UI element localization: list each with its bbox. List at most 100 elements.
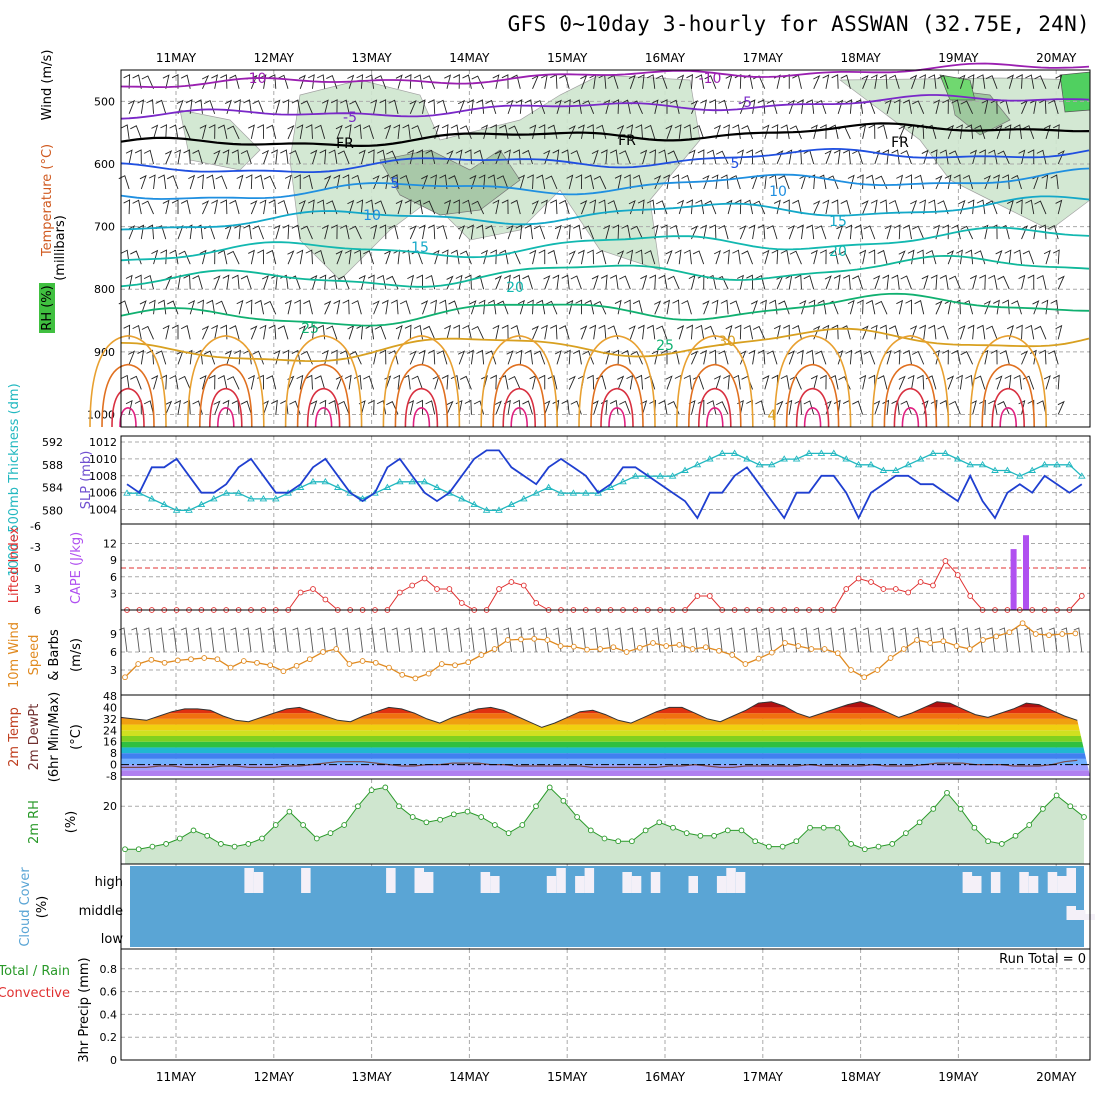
wind-barb xyxy=(985,200,998,215)
wind-speed-series-point xyxy=(966,646,973,652)
wind-barb xyxy=(155,350,167,365)
wind-barb xyxy=(174,399,181,415)
thickness-series-point xyxy=(941,449,950,456)
wind-barb xyxy=(123,74,131,89)
wind-barb xyxy=(291,99,301,114)
lifted-index-series-point xyxy=(855,575,862,582)
wind-barb xyxy=(956,124,963,139)
thickness-series-point xyxy=(569,489,578,496)
wind-barb xyxy=(1020,225,1028,240)
wind-barb xyxy=(900,150,912,165)
wind-barb xyxy=(617,250,625,265)
rh2m-series-point xyxy=(327,830,334,836)
wind-barb xyxy=(211,74,218,89)
lifted-index-series-point xyxy=(421,575,428,582)
rh2m-series-point xyxy=(916,819,923,826)
surface-wind-barb xyxy=(1011,627,1021,653)
rh2m-series-point xyxy=(533,803,539,810)
wind-speed-series-point xyxy=(953,643,960,649)
wind10m-ylabel-4: (m/s) xyxy=(69,638,84,672)
boundary-layer-contour xyxy=(111,387,145,428)
cloud-block xyxy=(386,868,396,893)
cape-ylabel: CAPE (J/kg) xyxy=(69,532,84,604)
rh2m-series-point xyxy=(176,835,183,842)
wind-barb xyxy=(554,224,562,240)
wind-barb xyxy=(750,300,758,315)
wind-barb xyxy=(370,99,378,114)
wind-barb xyxy=(773,324,781,340)
wind-barb xyxy=(513,274,521,290)
thickness-series-point xyxy=(631,472,640,479)
wind-barb xyxy=(658,149,668,165)
wind-barb xyxy=(515,99,523,114)
thickness-series xyxy=(127,452,1083,511)
wind-barb xyxy=(1018,149,1026,165)
wind-barb xyxy=(888,200,900,215)
thickness-series-point xyxy=(507,500,516,508)
wind-barb xyxy=(637,74,645,89)
wind-barb xyxy=(1013,249,1022,265)
wind-barb xyxy=(220,324,228,340)
surface-wind-barb xyxy=(763,627,773,653)
contour-label: 30 xyxy=(718,334,736,350)
wind-barb xyxy=(229,325,240,340)
wind-barb xyxy=(344,124,352,139)
rh2m-series-point xyxy=(190,827,197,834)
wind-barb xyxy=(178,375,191,390)
wind-barb xyxy=(626,124,634,139)
wind-barb xyxy=(381,299,389,315)
wind-barb xyxy=(1004,124,1012,139)
wind-barb xyxy=(882,399,890,415)
wind-barb xyxy=(1022,375,1035,390)
rh2m-series-point xyxy=(656,819,663,826)
boundary-layer-contour xyxy=(999,406,1017,428)
wind-barb xyxy=(531,325,539,340)
wind-barb xyxy=(713,249,721,265)
wind-barb xyxy=(1050,174,1059,190)
surface-wind-barbs xyxy=(118,627,1083,653)
thickness-series-point xyxy=(842,455,850,462)
temperature-band xyxy=(121,707,1090,714)
wind-barb xyxy=(303,174,313,190)
wind-barb xyxy=(589,199,597,215)
thickness-tick-label: 584 xyxy=(42,482,63,495)
wind-speed-series-point xyxy=(729,652,736,658)
wind-barb xyxy=(570,275,582,290)
temperature-band xyxy=(121,770,1090,776)
wind-barb xyxy=(723,124,730,139)
surface-wind-barb xyxy=(131,627,140,653)
top-date-label: 13MAY xyxy=(351,51,392,65)
wind-speed-series-point xyxy=(188,656,194,663)
rh2m-ylabel: 2m RH xyxy=(27,800,42,844)
wind-barb xyxy=(326,74,338,89)
rh2m-series-point xyxy=(615,838,622,845)
contour-label: 25 xyxy=(301,321,319,337)
bottom-date-label: 17MAY xyxy=(743,1070,784,1084)
wind-barb xyxy=(803,149,815,165)
wind-barb xyxy=(284,299,292,315)
rh2m-series-point xyxy=(149,843,156,850)
temperature-band xyxy=(121,753,1090,759)
wind-barb xyxy=(326,325,338,340)
thickness-series-point xyxy=(123,489,131,496)
boundary-layer-contour xyxy=(676,334,754,428)
wind-tick-label: 6 xyxy=(110,646,117,659)
contour-label: 4 xyxy=(768,408,777,424)
precip-tick-label: 0.4 xyxy=(100,1008,118,1021)
wind-barb xyxy=(411,125,423,140)
wind-barb xyxy=(240,400,252,415)
wind-barb xyxy=(211,199,218,215)
wind-barb xyxy=(137,349,145,365)
wind-barb xyxy=(533,350,546,365)
rh2m-series-point xyxy=(231,843,238,850)
wind-speed-series-point xyxy=(438,661,445,667)
rh2m-series-point xyxy=(478,814,485,820)
wind-barb xyxy=(141,200,154,215)
cloud-block xyxy=(716,876,727,893)
precip-tick-label: 0.8 xyxy=(100,963,118,976)
lifted-tick-label: 3 xyxy=(34,583,41,596)
bottom-date-label: 14MAY xyxy=(449,1070,490,1084)
wind-speed-series-point xyxy=(689,646,696,652)
thickness-series-point xyxy=(296,483,305,490)
wind-barb xyxy=(165,150,173,165)
